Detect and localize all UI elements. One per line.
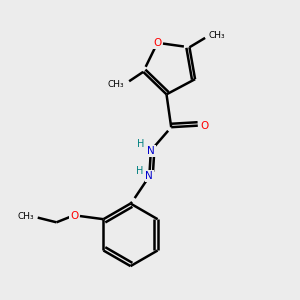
Text: O: O (70, 211, 79, 221)
Text: H: H (136, 166, 143, 176)
Text: O: O (153, 38, 161, 48)
Text: N: N (147, 146, 155, 156)
Text: CH₃: CH₃ (17, 212, 34, 220)
Text: H: H (137, 139, 145, 149)
Text: CH₃: CH₃ (209, 31, 225, 40)
Text: CH₃: CH₃ (108, 80, 124, 89)
Text: O: O (200, 121, 208, 130)
Text: N: N (146, 171, 153, 181)
